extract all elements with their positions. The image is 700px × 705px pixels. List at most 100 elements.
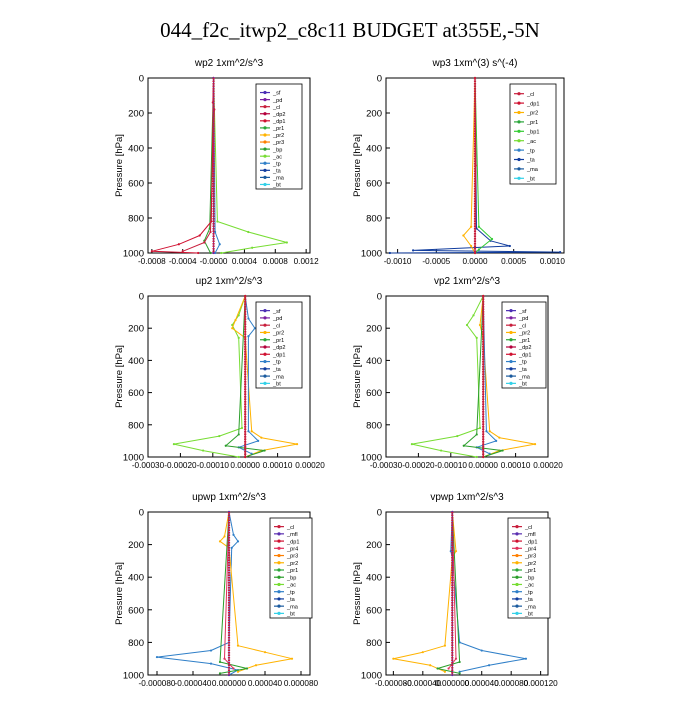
plot-frame — [385, 295, 549, 458]
legend-entry: _bp — [524, 575, 534, 581]
x-tick-label: -0.00020 — [164, 461, 197, 470]
x-tick-label: 0.000040 — [465, 679, 500, 688]
x-tick-label: -0.00010 — [435, 461, 468, 470]
legend-entry: _pr3 — [272, 140, 284, 146]
series-line-bp — [437, 511, 461, 674]
legend-marker — [263, 133, 267, 137]
legend-entry: _ta — [286, 597, 296, 603]
series-point-bp — [458, 672, 461, 675]
legend-entry: _dp1 — [286, 539, 299, 545]
series-point-tp — [257, 439, 260, 442]
series-point-pr2 — [254, 664, 258, 667]
x-tick-label: -0.0008 — [138, 257, 166, 266]
legend-marker — [517, 129, 521, 133]
legend-marker — [263, 374, 267, 378]
x-tick-label: -0.0000 — [200, 257, 228, 266]
x-tick-label: 0.00020 — [295, 461, 325, 470]
legend-marker — [277, 597, 281, 601]
series-point-tp — [236, 540, 240, 543]
series-line-pr2 — [479, 295, 536, 458]
y-tick-label: 200 — [128, 109, 144, 120]
series-point-bp — [218, 660, 222, 664]
legend-marker — [509, 316, 513, 320]
y-tick-label: 1000 — [123, 249, 144, 260]
series-point-bp1 — [477, 225, 480, 228]
series-point-ac — [201, 449, 205, 452]
legend-entry: _cl — [272, 105, 280, 111]
x-tick-label: 0.00010 — [501, 461, 531, 470]
series-point-tp — [524, 657, 528, 660]
legend-marker — [509, 345, 513, 349]
legend-marker — [277, 582, 281, 587]
x-tick-label: -0.0005 — [422, 257, 450, 266]
y-tick-label: 1000 — [361, 249, 382, 260]
y-tick-label: 600 — [366, 388, 382, 399]
legend-entry: _ma — [526, 167, 539, 173]
y-tick-label: 200 — [366, 109, 382, 120]
legend-marker — [277, 546, 281, 550]
series-point-tp — [495, 439, 498, 442]
x-tick-label: 0.00000 — [468, 461, 498, 470]
series-point-tp — [218, 243, 221, 246]
series-point-tp — [232, 533, 235, 536]
y-tick-label: 0 — [377, 508, 382, 519]
y-tick-label: 800 — [366, 638, 382, 649]
y-tick-label: 800 — [366, 420, 382, 431]
legend-entry: _dp1 — [272, 119, 285, 125]
series-point-ac — [465, 323, 469, 327]
series-point-tp — [230, 546, 233, 549]
series-point-pr2 — [454, 550, 458, 553]
series-line-tp — [156, 511, 239, 676]
chart-title: wp3 1xm^(3) s^(-4) — [432, 58, 518, 69]
x-tick-label: -0.00030 — [370, 461, 403, 470]
series-point-pr2 — [421, 651, 424, 654]
x-tick-label: 0.00020 — [533, 461, 563, 470]
legend-marker — [509, 352, 513, 356]
legend-marker — [517, 120, 521, 124]
series-point-ac — [475, 336, 478, 339]
legend-marker — [517, 139, 521, 143]
x-tick-label: 0.0000 — [462, 257, 487, 266]
series-point-bp — [237, 433, 240, 436]
legend-entry: _bt — [526, 177, 535, 183]
y-tick-label: 800 — [128, 214, 144, 225]
series-point-tp — [247, 335, 250, 338]
legend-entry: _sf — [272, 91, 281, 97]
legend-marker — [263, 323, 267, 327]
series-line-ac — [411, 295, 484, 458]
legend-entry: _ma — [524, 604, 537, 610]
series-line-tp — [238, 295, 259, 455]
legend-entry: _ta — [272, 169, 282, 175]
y-tick-label: 600 — [128, 388, 144, 399]
series-point-ta — [508, 244, 511, 248]
legend-entry: _sf — [272, 309, 281, 315]
legend-entry: _pr1 — [524, 568, 536, 574]
legend-entry: _pr4 — [286, 547, 298, 553]
legend-marker — [263, 367, 267, 371]
series-point-tp — [485, 430, 488, 433]
series-line-bp — [203, 77, 215, 254]
y-axis-label: Pressure [hPa] — [352, 562, 363, 625]
series-point-pr2 — [429, 664, 432, 667]
y-tick-label: 600 — [128, 605, 144, 616]
series-point-ac — [251, 246, 254, 249]
y-tick-label: 800 — [128, 420, 144, 431]
legend-marker — [277, 532, 281, 536]
legend-box — [501, 301, 547, 389]
x-tick-label: 0.0008 — [263, 257, 288, 266]
series-point-tp — [487, 664, 491, 667]
chart-panel-6: vpwp 1xm^2/s^3 Pressure [hPa] 0 200 400 600 80… — [352, 492, 558, 688]
y-tick-label: 1000 — [361, 671, 382, 682]
series-point-pr2 — [234, 319, 237, 322]
x-tick-label: 0.000040 — [248, 679, 283, 688]
chart-panel-4: vp2 1xm^2/s^3 Pressure [hPa] 0 200 400 600 800… — [352, 276, 563, 470]
series-point-dp1 — [197, 251, 200, 255]
legend-entry: _bt — [524, 612, 533, 618]
legend-entry: _tp — [286, 590, 295, 596]
series-line-tp — [213, 77, 221, 254]
plot-frame — [147, 77, 311, 254]
chart-panel-1: wp2 1xm^2/s^3 Pressure [hPa] 0 200 400 600 800… — [114, 58, 319, 266]
chart-panel-5: upwp 1xm^2/s^3 Pressure [hPa] 0 200 400 600 80… — [114, 492, 319, 688]
legend-marker — [277, 553, 281, 558]
legend-entry: _pr3 — [286, 554, 298, 560]
